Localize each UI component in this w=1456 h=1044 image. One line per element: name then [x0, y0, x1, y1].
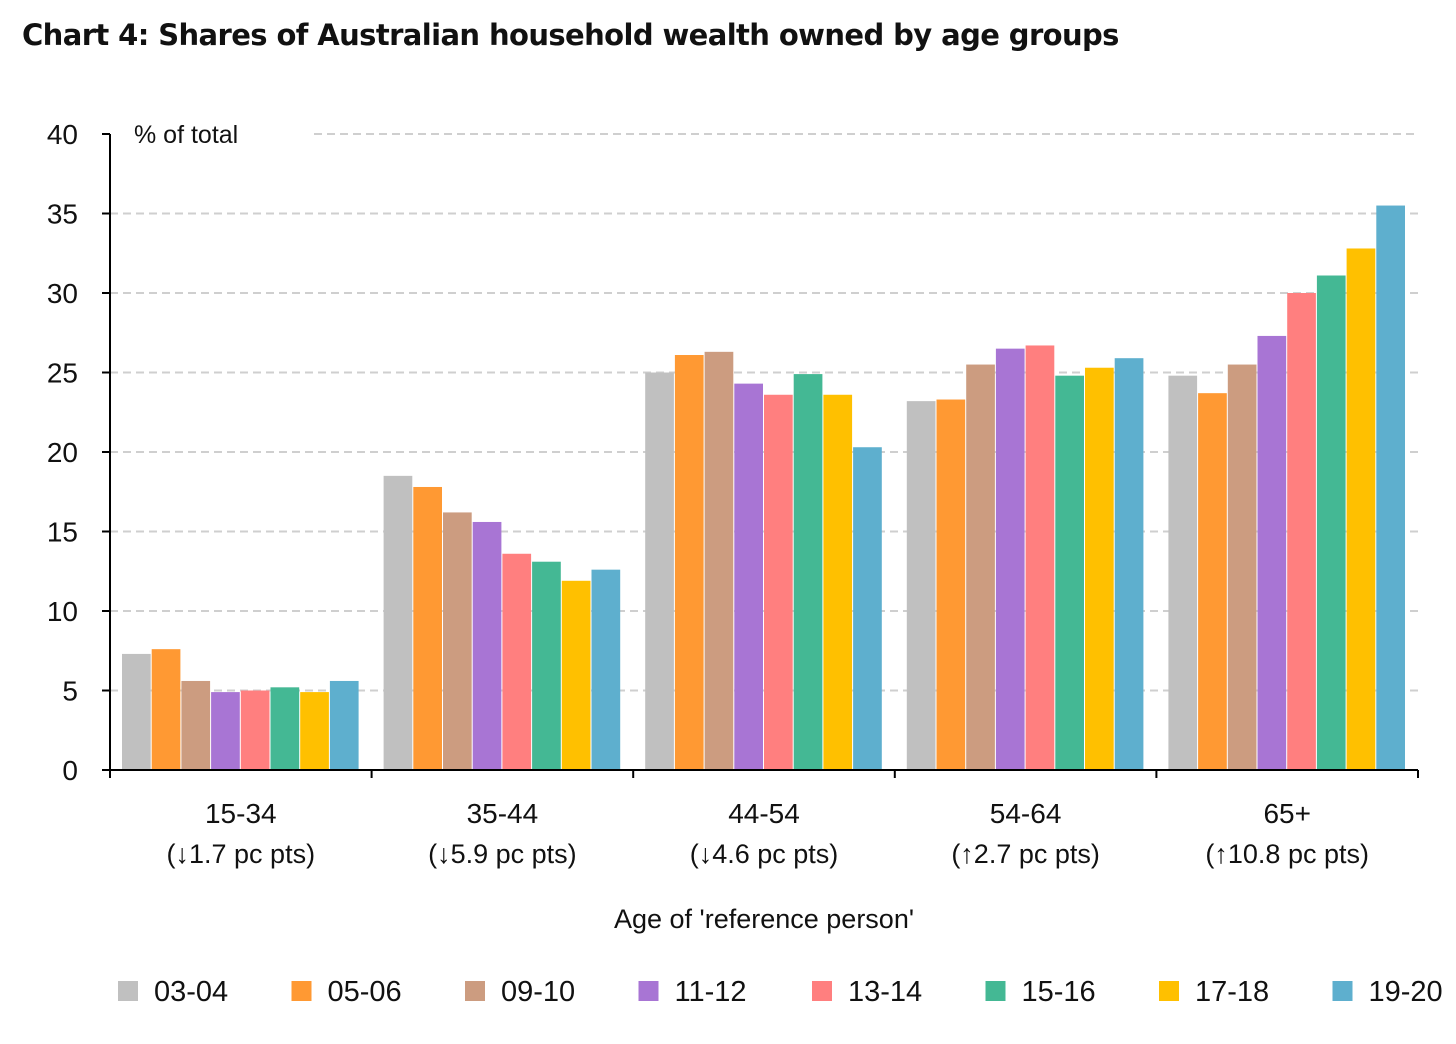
bar-11-12-15-34: [211, 692, 240, 770]
legend-swatch: [1332, 981, 1353, 1001]
bar-15-16-44-54: [793, 374, 823, 770]
bar-15-16-65+: [1316, 275, 1346, 770]
chart-title: Chart 4: Shares of Australian household …: [22, 18, 1119, 52]
bar-19-20-44-54: [853, 447, 882, 770]
bar-03-04-54-64: [906, 401, 936, 770]
bar-19-20-54-64: [1114, 358, 1144, 770]
bar-17-18-54-64: [1085, 367, 1114, 770]
bar-09-10-44-54: [704, 351, 734, 770]
legend: 03-04 05-06 09-10 11-12 13-14 15-16 17-18 19-20: [118, 976, 1443, 1008]
bar-09-10-54-64: [966, 364, 995, 770]
bar-09-10-15-34: [181, 680, 211, 770]
bar-11-12-65+: [1257, 335, 1287, 770]
bar-19-20-15-34: [329, 680, 359, 770]
category-label: 54-64: [990, 798, 1062, 829]
legend-label: 05-06: [328, 976, 402, 1008]
category-label: 35-44: [467, 798, 539, 829]
legend-swatch: [812, 981, 832, 1001]
bar-19-20-35-44: [591, 569, 621, 770]
y-tick-label: 20: [47, 437, 78, 468]
bar-09-10-35-44: [443, 512, 472, 770]
bar-15-16-15-34: [270, 687, 300, 770]
bar-03-04-65+: [1168, 375, 1198, 770]
bar-15-16-35-44: [532, 561, 561, 770]
y-tick-label: 25: [47, 358, 78, 389]
legend-swatch: [985, 981, 1006, 1001]
legend-label: 15-16: [1022, 976, 1096, 1008]
legend-label: 09-10: [501, 976, 575, 1008]
bar-13-14-15-34: [240, 690, 270, 770]
bar-13-14-44-54: [764, 394, 793, 770]
bar-17-18-15-34: [300, 692, 329, 770]
x-axis-title: Age of 'reference person': [614, 904, 914, 934]
category-change-note: (↑2.7 pc pts): [951, 839, 1100, 869]
y-tick-label: 30: [47, 278, 78, 309]
y-tick-label: 0: [62, 755, 78, 786]
y-tick-label: 35: [47, 199, 78, 230]
category-label: 15-34: [205, 798, 277, 829]
legend-label: 19-20: [1369, 976, 1443, 1008]
bar-15-16-54-64: [1055, 375, 1084, 770]
legend-label: 11-12: [675, 976, 747, 1008]
legend-swatch: [465, 981, 485, 1001]
bar-03-04-35-44: [383, 475, 413, 770]
bar-13-14-65+: [1287, 293, 1316, 770]
axes: [102, 133, 1419, 778]
bars: [122, 205, 1405, 771]
y-tick-label: 5: [62, 676, 78, 707]
legend-swatch: [291, 981, 312, 1001]
category-change-note: (↓4.6 pc pts): [690, 839, 839, 869]
bar-05-06-54-64: [936, 399, 966, 770]
bar-17-18-35-44: [561, 580, 591, 770]
bar-03-04-44-54: [645, 372, 674, 770]
bar-05-06-35-44: [413, 486, 442, 770]
bar-13-14-54-64: [1025, 345, 1055, 770]
bar-05-06-44-54: [674, 355, 704, 770]
axis-labels: 0 5 10 15 20 25 30 35 40 % of total 15-34 (↓1.7 pc …: [47, 119, 1369, 934]
category-label: 65+: [1263, 798, 1311, 829]
bar-19-20-65+: [1376, 205, 1405, 771]
category-change-note: (↑10.8 pc pts): [1205, 839, 1369, 869]
legend-swatch: [1159, 981, 1179, 1001]
bar-17-18-65+: [1346, 248, 1376, 771]
legend-label: 17-18: [1195, 976, 1269, 1008]
legend-label: 13-14: [848, 976, 922, 1008]
y-axis-unit-label: % of total: [134, 121, 238, 149]
bar-09-10-65+: [1227, 364, 1257, 770]
y-tick-label: 15: [47, 517, 78, 548]
legend-swatch: [638, 981, 659, 1001]
bar-11-12-44-54: [734, 383, 763, 770]
bar-05-06-65+: [1198, 393, 1227, 770]
category-label: 44-54: [728, 798, 800, 829]
legend-swatch: [118, 981, 138, 1001]
bar-03-04-15-34: [122, 653, 151, 770]
bar-17-18-44-54: [823, 394, 853, 770]
category-change-note: (↓5.9 pc pts): [428, 839, 577, 869]
legend-label: 03-04: [154, 976, 228, 1008]
bar-11-12-54-64: [995, 348, 1025, 770]
category-change-note: (↓1.7 pc pts): [167, 839, 316, 869]
y-tick-label: 10: [47, 596, 78, 627]
bar-13-14-35-44: [502, 553, 532, 770]
y-tick-label: 40: [47, 119, 78, 150]
bar-05-06-15-34: [151, 649, 181, 770]
bar-11-12-35-44: [472, 521, 502, 770]
